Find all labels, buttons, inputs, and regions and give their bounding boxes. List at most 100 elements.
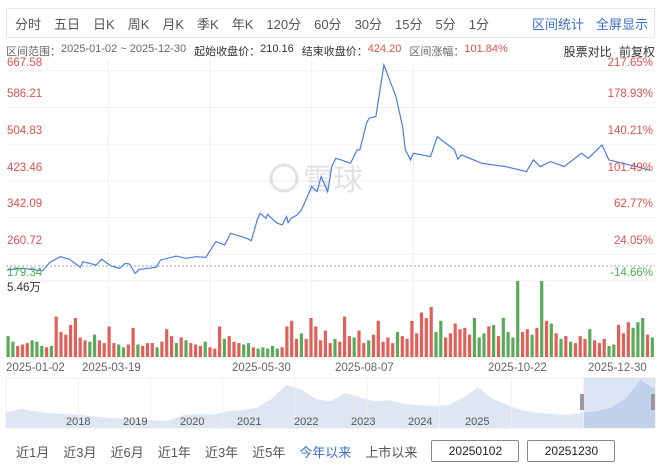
volume-bar bbox=[573, 343, 577, 357]
volume-bar bbox=[35, 341, 39, 357]
volume-bar bbox=[439, 320, 443, 357]
y-tick-right: 217.65% bbox=[608, 57, 653, 69]
volume-bar bbox=[246, 343, 251, 357]
tab-fenshi[interactable]: 分时 bbox=[15, 16, 42, 32]
tab-yearly[interactable]: 年K bbox=[231, 16, 254, 32]
volume-bar bbox=[203, 341, 207, 357]
volume-bar bbox=[434, 331, 438, 357]
volume-bar bbox=[121, 347, 126, 357]
volume-bar bbox=[107, 326, 111, 357]
volume-bar bbox=[237, 343, 241, 357]
date-to-input[interactable]: 20251230 bbox=[527, 440, 616, 462]
volume-bar bbox=[496, 336, 501, 357]
tab-120min[interactable]: 120分 bbox=[266, 16, 302, 32]
volume-bar bbox=[458, 329, 462, 357]
volume-bar bbox=[395, 331, 400, 357]
navigator-selection[interactable] bbox=[584, 378, 655, 428]
range-ytd[interactable]: 今年以来 bbox=[299, 444, 352, 460]
range-5y[interactable]: 近5年 bbox=[252, 444, 286, 460]
navigator-handle-left[interactable] bbox=[580, 394, 584, 410]
tab-30min[interactable]: 30分 bbox=[354, 16, 383, 32]
volume-bar bbox=[227, 336, 231, 357]
range-stats-link[interactable]: 区间统计 bbox=[531, 16, 584, 32]
tab-weekly[interactable]: 周K bbox=[127, 16, 150, 32]
tab-5min[interactable]: 5分 bbox=[435, 16, 456, 32]
volume-bar bbox=[516, 281, 520, 357]
volume-bar bbox=[535, 327, 539, 357]
range-value: 2025-01-02 ~ 2025-12-30 bbox=[61, 43, 187, 55]
volume-bar bbox=[362, 343, 366, 357]
volume-bar bbox=[69, 325, 73, 357]
y-tick-right: 101.49% bbox=[608, 162, 653, 174]
volume-bar bbox=[583, 338, 587, 357]
x-tick-label: 2025-12-30 bbox=[588, 362, 647, 374]
volume-bar bbox=[617, 325, 621, 357]
volume-bar bbox=[631, 327, 635, 357]
volume-bar bbox=[78, 337, 82, 357]
volume-bar bbox=[275, 348, 279, 357]
volume-bar bbox=[299, 333, 303, 357]
volume-bar bbox=[376, 320, 380, 357]
volume-bar bbox=[641, 318, 645, 357]
volume-bar bbox=[49, 345, 53, 357]
x-tick-label: 2025-05-30 bbox=[232, 362, 291, 374]
navigator-year: 2019 bbox=[123, 416, 147, 428]
y-tick-right: 62.77% bbox=[614, 198, 653, 210]
volume-bar bbox=[612, 344, 616, 357]
tab-1min[interactable]: 1分 bbox=[468, 16, 489, 32]
tab-15min[interactable]: 15分 bbox=[395, 16, 423, 32]
volume-bar bbox=[150, 343, 154, 357]
tab-60min[interactable]: 60分 bbox=[314, 16, 342, 32]
xueqiu-logo-icon bbox=[269, 163, 299, 193]
tab-monthly[interactable]: 月K bbox=[162, 16, 185, 32]
volume-bar bbox=[155, 347, 159, 357]
volume-bar bbox=[208, 347, 212, 357]
volume-bar bbox=[73, 318, 77, 357]
date-from-input[interactable]: 20250102 bbox=[431, 440, 520, 462]
volume-bar bbox=[540, 281, 544, 357]
range-3m[interactable]: 近3月 bbox=[63, 444, 97, 460]
x-tick-label: 2025-08-07 bbox=[335, 362, 394, 374]
y-tick-left: 179.34 bbox=[7, 267, 43, 279]
tab-quarterly[interactable]: 季K bbox=[197, 16, 219, 32]
navigator-year: 2024 bbox=[408, 416, 432, 428]
range-3y[interactable]: 近3年 bbox=[204, 444, 239, 460]
y-tick-left: 586.21 bbox=[7, 88, 42, 100]
volume-bar bbox=[487, 326, 491, 357]
volume-bar bbox=[371, 334, 376, 357]
volume-bar bbox=[261, 347, 265, 357]
volume-bar bbox=[25, 343, 29, 357]
compare-button[interactable]: 股票对比 bbox=[563, 45, 612, 59]
fullscreen-link[interactable]: 全屏显示 bbox=[595, 16, 648, 32]
range-6m[interactable]: 近6月 bbox=[110, 444, 144, 460]
range-since-listing[interactable]: 上市以来 bbox=[365, 444, 418, 460]
volume-bar bbox=[112, 343, 116, 357]
volume-bar bbox=[621, 333, 625, 357]
y-tick-left: 260.72 bbox=[7, 235, 42, 247]
range-1m[interactable]: 近1月 bbox=[16, 444, 50, 460]
volume-bar bbox=[97, 340, 101, 357]
volume-bar bbox=[569, 341, 573, 357]
volume-bar bbox=[145, 343, 150, 357]
volume-bar bbox=[304, 338, 308, 357]
volume-bar bbox=[511, 337, 515, 357]
adjust-button[interactable]: 前复权 bbox=[618, 45, 655, 59]
volume-bar bbox=[381, 341, 385, 357]
tab-5day[interactable]: 五日 bbox=[54, 16, 81, 32]
volume-bar bbox=[468, 334, 472, 357]
volume-bar bbox=[328, 343, 332, 357]
volume-bar bbox=[102, 343, 106, 357]
volume-bar bbox=[54, 316, 58, 357]
tab-daily[interactable]: 日K bbox=[93, 16, 115, 32]
navigator-handle-right[interactable] bbox=[651, 394, 655, 410]
volume-bar bbox=[165, 329, 169, 357]
volume-bar bbox=[45, 347, 49, 357]
range-1y[interactable]: 近1年 bbox=[157, 444, 191, 460]
volume-bar bbox=[602, 338, 606, 357]
volume-bar bbox=[117, 344, 121, 357]
volume-bar bbox=[645, 334, 650, 357]
x-tick-label: 2025-10-22 bbox=[488, 362, 547, 374]
y-tick-left: 667.58 bbox=[7, 57, 42, 69]
volume-bar bbox=[405, 338, 409, 357]
